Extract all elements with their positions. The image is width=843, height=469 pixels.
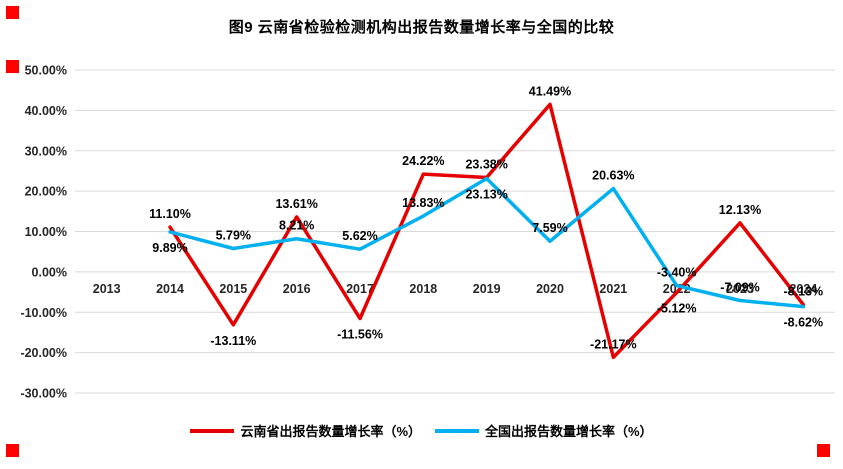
data-label: -21.17% xyxy=(590,337,637,351)
selection-handle-left[interactable] xyxy=(6,60,19,73)
data-label: 41.49% xyxy=(529,84,571,98)
legend: 云南省出报告数量增长率（%） 全国出报告数量增长率（%） xyxy=(0,421,843,440)
data-label: -7.09% xyxy=(720,281,760,295)
data-label: 13.61% xyxy=(275,197,317,211)
selection-handle-bottom-left[interactable] xyxy=(6,444,19,457)
legend-item-national: 全国出报告数量增长率（%） xyxy=(435,421,653,440)
chart-title: 图9 云南省检验检测机构出报告数量增长率与全国的比较 xyxy=(228,19,615,36)
y-tick-label: -20.00% xyxy=(20,346,67,360)
x-tick-label: 2023 xyxy=(726,282,754,296)
x-tick-label: 2020 xyxy=(536,282,564,296)
data-label: 7.59% xyxy=(532,221,567,235)
y-tick-label: 20.00% xyxy=(25,185,67,199)
data-label: 13.83% xyxy=(402,196,444,210)
x-tick-label: 2016 xyxy=(283,282,311,296)
data-label: -3.40% xyxy=(657,266,697,280)
x-tick-label: 2014 xyxy=(156,282,184,296)
y-tick-label: -10.00% xyxy=(20,306,67,320)
data-label: 8.21% xyxy=(279,219,314,233)
x-tick-label: 2021 xyxy=(599,282,627,296)
legend-line-national-icon xyxy=(435,428,479,433)
data-label: -13.11% xyxy=(210,334,256,348)
selection-handle-top-left[interactable] xyxy=(6,6,19,19)
x-tick-label: 2019 xyxy=(473,282,501,296)
y-tick-label: -30.00% xyxy=(20,387,67,401)
x-tick-label: 2024 xyxy=(789,282,817,296)
y-tick-label: 30.00% xyxy=(25,144,67,158)
data-label: 23.38% xyxy=(465,157,507,171)
y-tick-label: 0.00% xyxy=(32,265,67,279)
series-line-0 xyxy=(168,102,806,360)
data-label: 9.89% xyxy=(152,241,187,255)
x-tick-label: 2013 xyxy=(93,282,121,296)
x-tick-label: 2017 xyxy=(346,282,374,296)
data-label: 12.13% xyxy=(719,203,761,217)
data-label: 11.10% xyxy=(149,207,191,221)
y-tick-label: 50.00% xyxy=(25,64,67,78)
data-label: 5.62% xyxy=(342,229,377,243)
series-line-1 xyxy=(168,176,806,309)
data-label: 20.63% xyxy=(592,169,634,183)
y-tick-label: 40.00% xyxy=(25,104,67,118)
x-tick-label: 2015 xyxy=(219,282,247,296)
x-tick-label: 2018 xyxy=(409,282,437,296)
data-label: -8.13% xyxy=(784,285,824,299)
data-label: 23.13% xyxy=(465,187,507,201)
legend-label-yunnan: 云南省出报告数量增长率（%） xyxy=(240,424,421,439)
data-label: 5.79% xyxy=(216,228,251,242)
data-label: -5.12% xyxy=(657,302,697,316)
data-label: -8.62% xyxy=(784,316,824,330)
legend-item-yunnan: 云南省出报告数量增长率（%） xyxy=(190,421,421,440)
legend-line-yunnan-icon xyxy=(190,428,235,433)
data-label: -11.56% xyxy=(337,328,383,342)
legend-label-national: 全国出报告数量增长率（%） xyxy=(485,424,653,439)
selection-handle-bottom-right[interactable] xyxy=(817,444,830,457)
data-label: 24.22% xyxy=(402,154,444,168)
y-tick-label: 10.00% xyxy=(25,225,67,239)
